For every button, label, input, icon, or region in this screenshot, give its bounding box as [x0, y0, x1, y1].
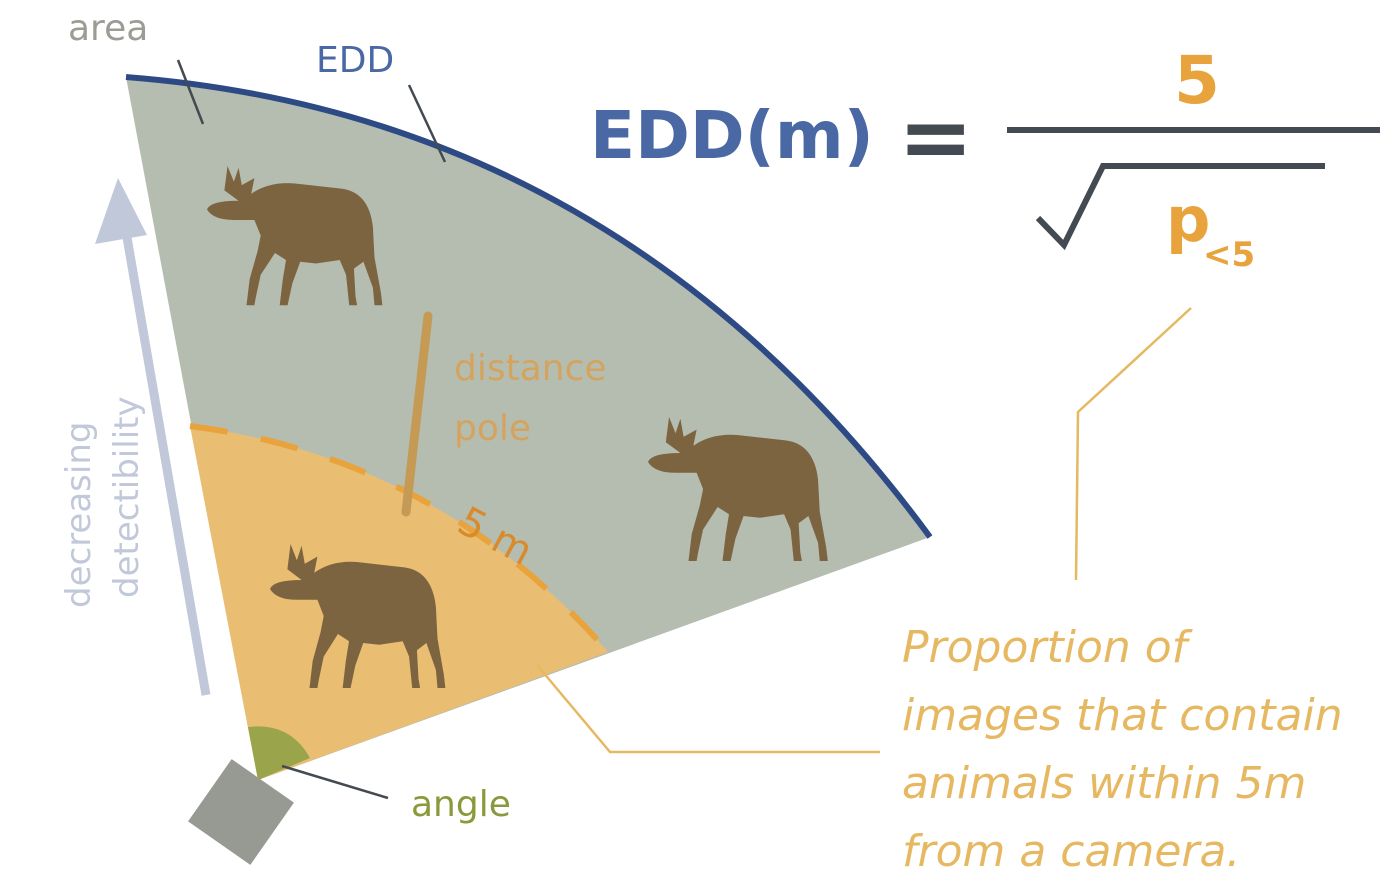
five-m-boundary: [189, 423, 611, 654]
area-label: area: [68, 8, 148, 49]
description-line1: Proportion of: [902, 622, 1194, 673]
angle-wedge: [248, 726, 310, 780]
distance-pole-label-line1: distance: [454, 348, 607, 389]
description-line3: animals within 5m: [902, 758, 1306, 809]
sqrt-icon: [1035, 163, 1325, 251]
camera-icon: [188, 759, 294, 865]
edd-arc: [125, 74, 933, 539]
edd-leader: [407, 84, 447, 163]
formula-numerator: 5: [1174, 42, 1220, 119]
formula-denominator: p: [1166, 183, 1210, 256]
detectability-label-line2: detectibility: [107, 396, 147, 598]
angle-leader: [281, 764, 389, 800]
angle-label: angle: [411, 784, 511, 825]
distance-pole-label-line2: pole: [454, 408, 531, 449]
p-leader: [1074, 307, 1192, 581]
formula-equals: =: [898, 85, 973, 190]
detectability-label-line1: decreasing: [59, 422, 99, 608]
edd-label: EDD: [316, 40, 394, 81]
distance-pole: [401, 311, 433, 517]
detectability-arrow: [119, 219, 211, 696]
formula-lhs: EDD(m): [590, 97, 874, 174]
area-leader: [176, 59, 205, 125]
description-line2: images that contain: [902, 690, 1343, 741]
description-leader: [536, 664, 880, 754]
detectability-arrow-head: [95, 178, 147, 244]
description-line4: from a camera.: [902, 826, 1240, 877]
formula-subscript: <5: [1203, 235, 1255, 275]
